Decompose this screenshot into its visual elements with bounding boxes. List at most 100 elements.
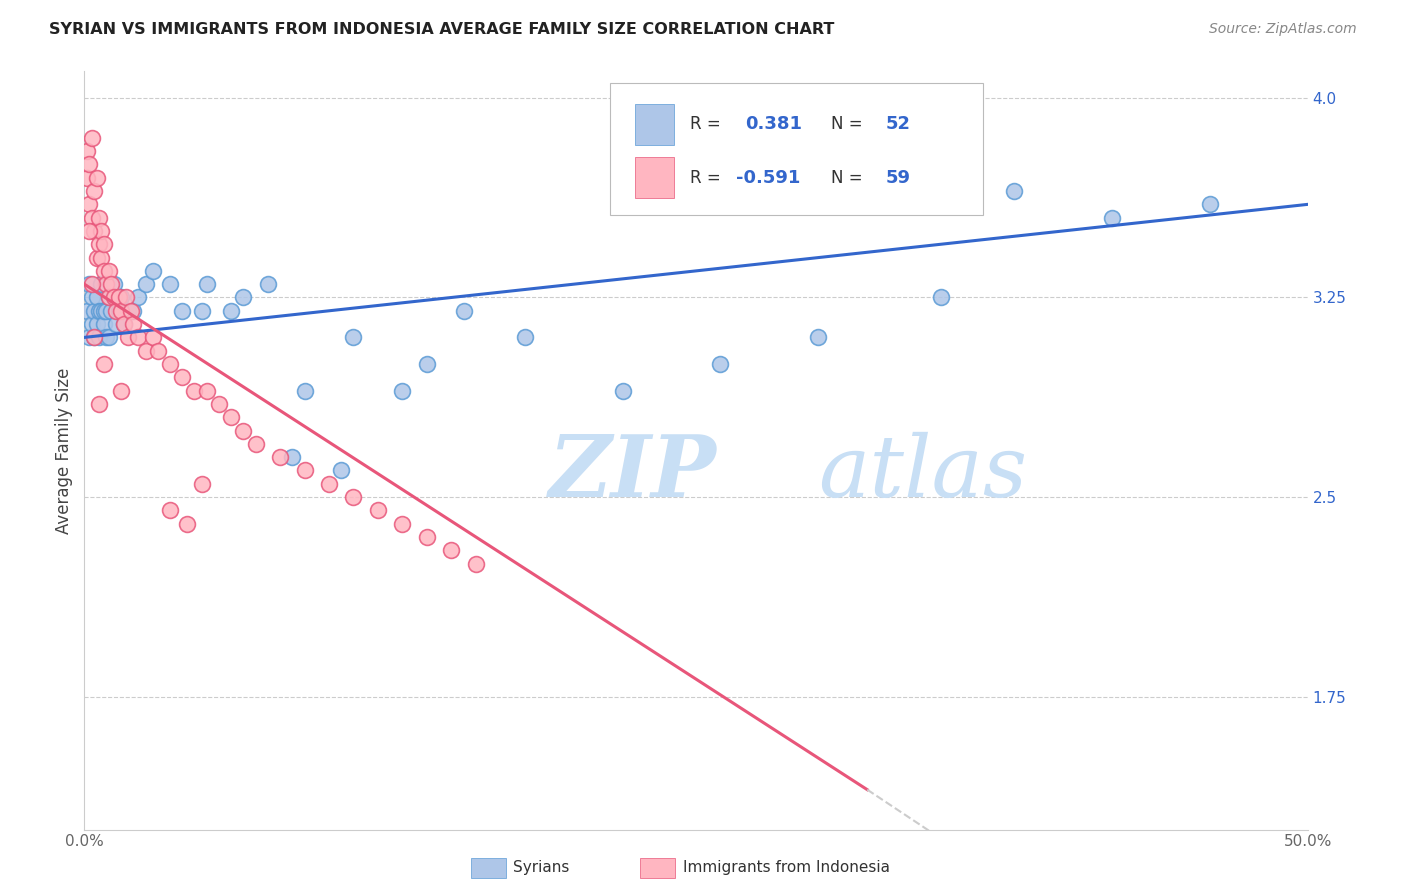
Point bbox=[135, 343, 157, 358]
Point bbox=[86, 291, 108, 305]
Point bbox=[110, 291, 132, 305]
Point bbox=[294, 384, 316, 398]
Point bbox=[117, 330, 139, 344]
Point bbox=[93, 237, 115, 252]
Point bbox=[115, 291, 138, 305]
Text: atlas: atlas bbox=[818, 432, 1028, 515]
Point bbox=[1002, 184, 1025, 198]
Point bbox=[96, 303, 118, 318]
Point bbox=[87, 397, 110, 411]
Point bbox=[87, 211, 110, 225]
Point bbox=[159, 357, 181, 371]
Point bbox=[90, 277, 112, 292]
Point bbox=[90, 251, 112, 265]
Point bbox=[83, 224, 105, 238]
Text: R =: R = bbox=[690, 169, 725, 186]
Text: N =: N = bbox=[831, 169, 868, 186]
Point bbox=[159, 503, 181, 517]
Point bbox=[807, 330, 830, 344]
Text: 0.381: 0.381 bbox=[745, 115, 801, 134]
Point bbox=[76, 303, 98, 318]
Point bbox=[83, 330, 105, 344]
Point bbox=[513, 330, 536, 344]
Point bbox=[122, 303, 145, 318]
Point bbox=[232, 291, 254, 305]
Point bbox=[281, 450, 304, 464]
Point bbox=[83, 330, 105, 344]
Point bbox=[391, 516, 413, 531]
Point bbox=[96, 277, 118, 292]
Point bbox=[80, 211, 103, 225]
Point bbox=[93, 264, 115, 278]
Point bbox=[93, 303, 115, 318]
Y-axis label: Average Family Size: Average Family Size bbox=[55, 368, 73, 533]
Point bbox=[269, 450, 291, 464]
Point bbox=[208, 397, 231, 411]
Point bbox=[183, 384, 205, 398]
Point bbox=[87, 330, 110, 344]
Point bbox=[90, 224, 112, 238]
Point bbox=[77, 157, 100, 171]
Point bbox=[120, 303, 142, 318]
Point bbox=[929, 291, 952, 305]
Point bbox=[1101, 211, 1123, 225]
Point bbox=[103, 277, 125, 292]
Point bbox=[391, 384, 413, 398]
Point bbox=[172, 303, 194, 318]
Point bbox=[416, 530, 439, 544]
Point bbox=[342, 330, 364, 344]
Text: 59: 59 bbox=[886, 169, 911, 186]
Point bbox=[117, 303, 139, 318]
Point bbox=[195, 277, 218, 292]
FancyBboxPatch shape bbox=[636, 103, 673, 145]
Point bbox=[464, 557, 486, 571]
Point bbox=[80, 277, 103, 292]
Point bbox=[100, 303, 122, 318]
FancyBboxPatch shape bbox=[636, 157, 673, 198]
Point bbox=[176, 516, 198, 531]
Text: Immigrants from Indonesia: Immigrants from Indonesia bbox=[683, 860, 890, 874]
Point bbox=[127, 330, 149, 344]
Point bbox=[77, 330, 100, 344]
Text: Source: ZipAtlas.com: Source: ZipAtlas.com bbox=[1209, 22, 1357, 37]
Point bbox=[105, 303, 128, 318]
Point bbox=[453, 303, 475, 318]
Point bbox=[80, 131, 103, 145]
Point bbox=[97, 291, 120, 305]
Point bbox=[86, 170, 108, 185]
Text: -0.591: -0.591 bbox=[737, 169, 800, 186]
Point bbox=[294, 463, 316, 477]
Point bbox=[87, 303, 110, 318]
Point bbox=[77, 224, 100, 238]
Point bbox=[83, 303, 105, 318]
Point bbox=[1198, 197, 1220, 211]
Point bbox=[245, 437, 267, 451]
Point bbox=[191, 303, 214, 318]
Text: N =: N = bbox=[831, 115, 868, 134]
FancyBboxPatch shape bbox=[610, 83, 983, 216]
Point bbox=[97, 330, 120, 344]
Point bbox=[80, 291, 103, 305]
Point bbox=[112, 317, 135, 331]
Point bbox=[107, 303, 129, 318]
Point bbox=[416, 357, 439, 371]
Point bbox=[191, 476, 214, 491]
Text: Syrians: Syrians bbox=[513, 860, 569, 874]
Point bbox=[612, 384, 634, 398]
Point bbox=[232, 424, 254, 438]
Point bbox=[77, 277, 100, 292]
Point bbox=[127, 291, 149, 305]
Point bbox=[76, 144, 98, 158]
Point bbox=[195, 384, 218, 398]
Point bbox=[103, 291, 125, 305]
Point bbox=[90, 303, 112, 318]
Point bbox=[219, 303, 242, 318]
Point bbox=[142, 264, 165, 278]
Text: 52: 52 bbox=[886, 115, 911, 134]
Point bbox=[172, 370, 194, 384]
Point bbox=[440, 543, 463, 558]
Point bbox=[93, 317, 115, 331]
Point bbox=[93, 357, 115, 371]
Point bbox=[709, 357, 731, 371]
Point bbox=[318, 476, 340, 491]
